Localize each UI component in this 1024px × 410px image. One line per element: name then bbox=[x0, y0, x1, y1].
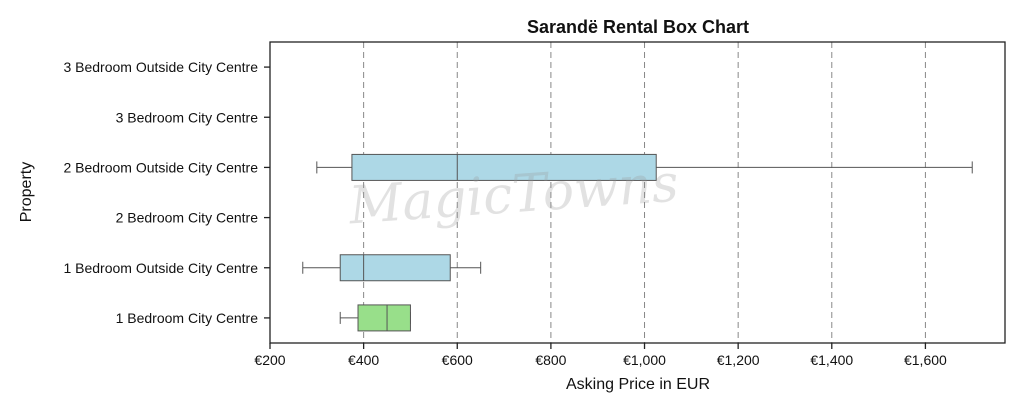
y-axis-label: Property bbox=[18, 162, 35, 222]
x-axis-label: Asking Price in EUR bbox=[566, 376, 710, 393]
x-tick-label: €1,000 bbox=[623, 352, 666, 368]
plot-frame bbox=[269, 41, 1006, 344]
box-iqr bbox=[357, 304, 411, 332]
x-axis-ticks: €200 €400 €600 €800 €1,000 €1,200 €1,400 €1,600 bbox=[254, 343, 947, 368]
boxes bbox=[302, 153, 973, 332]
chart-title: Sarandë Rental Box Chart bbox=[527, 17, 749, 37]
grid-lines bbox=[363, 42, 926, 343]
x-tick-label: €1,400 bbox=[810, 352, 853, 368]
box-iqr bbox=[339, 254, 451, 282]
box-iqr bbox=[351, 153, 657, 181]
y-tick-label: 2 Bedroom Outside City Centre bbox=[63, 159, 258, 175]
x-tick-label: €600 bbox=[442, 352, 473, 368]
y-tick-label: 2 Bedroom City Centre bbox=[116, 210, 259, 226]
y-tick-label: 3 Bedroom Outside City Centre bbox=[63, 59, 258, 75]
y-tick-label: 1 Bedroom Outside City Centre bbox=[63, 260, 258, 276]
x-tick-label: €400 bbox=[348, 352, 379, 368]
y-tick-label: 3 Bedroom City Centre bbox=[116, 109, 259, 125]
x-tick-label: €1,200 bbox=[717, 352, 760, 368]
x-tick-label: €1,600 bbox=[904, 352, 947, 368]
x-tick-label: €800 bbox=[535, 352, 566, 368]
y-axis-ticks: 3 Bedroom Outside City Centre 3 Bedroom C… bbox=[63, 59, 270, 326]
y-tick-label: 1 Bedroom City Centre bbox=[116, 310, 259, 326]
x-tick-label: €200 bbox=[254, 352, 285, 368]
